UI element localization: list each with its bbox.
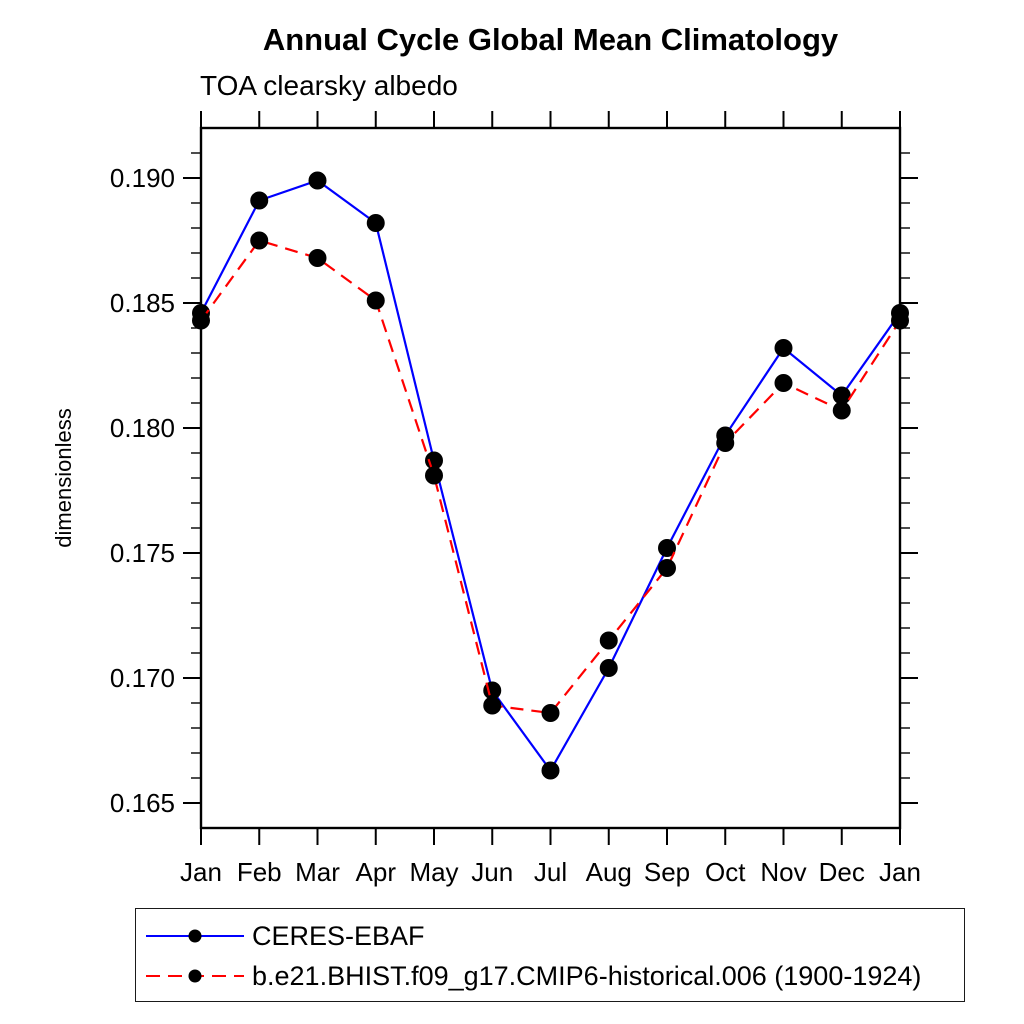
x-axis-tick-label: May xyxy=(409,857,458,887)
data-point-ceres-ebaf xyxy=(599,659,618,677)
y-axis-tick-label: 0.165 xyxy=(110,788,175,818)
legend-label: b.e21.BHIST.f09_g17.CMIP6-historical.006… xyxy=(252,960,922,991)
axes-frame xyxy=(199,126,902,830)
y-axis-tick-label: 0.185 xyxy=(110,288,175,318)
chart-subtitle: TOA clearsky albedo xyxy=(200,70,458,101)
data-point-b-e21-bhist-f09-g17-cmip6-historical-006-1900-1924 xyxy=(891,311,909,330)
data-point-b-e21-bhist-f09-g17-cmip6-historical-006-1900-1924 xyxy=(425,466,443,485)
data-point-b-e21-bhist-f09-g17-cmip6-historical-006-1900-1924 xyxy=(250,231,269,250)
data-point-b-e21-bhist-f09-g17-cmip6-historical-006-1900-1924 xyxy=(716,434,735,452)
x-axis-tick-label: Dec xyxy=(819,857,865,887)
y-axis-tick-label: 0.180 xyxy=(110,413,175,443)
data-point-b-e21-bhist-f09-g17-cmip6-historical-006-1900-1924 xyxy=(483,696,502,715)
legend-entry-model: b.e21.BHIST.f09_g17.CMIP6-historical.006… xyxy=(144,956,964,996)
data-point-ceres-ebaf xyxy=(774,339,793,357)
x-axis-tick-label: Oct xyxy=(705,857,746,887)
series-line-ceres-ebaf xyxy=(200,179,901,773)
series-line-b-e21-bhist-f09-g17-cmip6-historical-006-1900-1924 xyxy=(200,239,901,715)
data-point-b-e21-bhist-f09-g17-cmip6-historical-006-1900-1924 xyxy=(541,704,560,722)
legend: CERES-EBAF b.e21.BHIST.f09_g17.CMIP6-his… xyxy=(135,908,965,1002)
x-axis-tick-label: Jan xyxy=(180,857,222,887)
legend-line-sample-icon xyxy=(146,969,244,983)
chart-title: Annual Cycle Global Mean Climatology xyxy=(262,22,839,57)
x-axis-tick-label: Aug xyxy=(586,857,632,887)
data-point-ceres-ebaf xyxy=(250,191,269,210)
legend-line-sample-icon xyxy=(146,929,244,943)
data-point-b-e21-bhist-f09-g17-cmip6-historical-006-1900-1924 xyxy=(599,631,618,650)
x-axis-tick-label: Mar xyxy=(295,857,340,887)
data-point-ceres-ebaf xyxy=(658,539,676,557)
data-point-b-e21-bhist-f09-g17-cmip6-historical-006-1900-1924 xyxy=(192,311,210,330)
legend-entry-ceres-ebaf: CERES-EBAF xyxy=(144,916,964,956)
data-point-ceres-ebaf xyxy=(366,214,385,232)
x-axis-tick-label: Jun xyxy=(471,857,513,887)
x-axis-tick-label: Sep xyxy=(644,857,690,887)
legend-label: CERES-EBAF xyxy=(252,920,425,951)
y-axis-tick-label: 0.190 xyxy=(110,163,175,193)
y-axis-tick-label: 0.175 xyxy=(110,538,175,568)
data-point-ceres-ebaf xyxy=(832,386,851,405)
data-point-ceres-ebaf xyxy=(308,171,327,190)
y-axis-tick-label: 0.170 xyxy=(110,663,175,693)
x-axis-tick-label: Jan xyxy=(879,857,921,887)
x-axis-tick-label: Nov xyxy=(760,857,806,887)
data-point-b-e21-bhist-f09-g17-cmip6-historical-006-1900-1924 xyxy=(658,559,676,577)
x-axis-tick-label: Jul xyxy=(534,857,567,887)
data-point-b-e21-bhist-f09-g17-cmip6-historical-006-1900-1924 xyxy=(308,249,327,267)
data-point-ceres-ebaf xyxy=(541,761,560,780)
x-axis-tick-label: Feb xyxy=(237,857,282,887)
x-axis-tick-label: Apr xyxy=(356,857,397,887)
data-point-b-e21-bhist-f09-g17-cmip6-historical-006-1900-1924 xyxy=(366,291,385,310)
data-point-b-e21-bhist-f09-g17-cmip6-historical-006-1900-1924 xyxy=(774,374,793,392)
data-point-b-e21-bhist-f09-g17-cmip6-historical-006-1900-1924 xyxy=(832,401,851,420)
